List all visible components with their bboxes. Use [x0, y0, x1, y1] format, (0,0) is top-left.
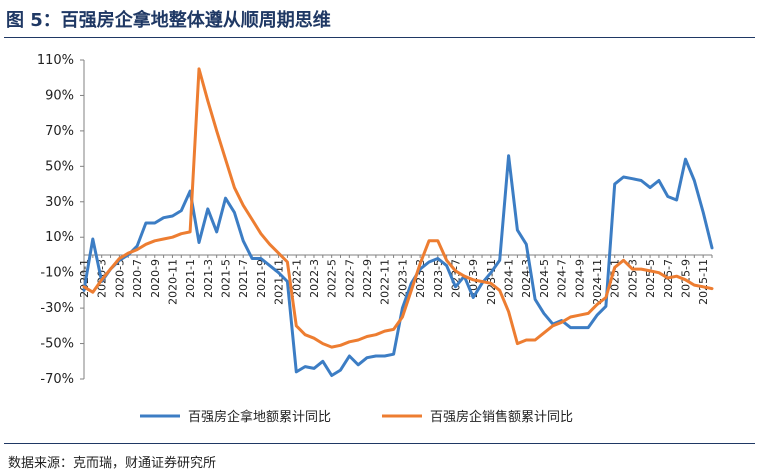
x-tick-label: 2025-1: [609, 259, 622, 298]
x-tick-label: 2022-1: [290, 259, 303, 298]
chart-series: [82, 67, 714, 377]
x-tick-label: 2021-5: [220, 259, 233, 298]
y-axis-ticks: -70% -50% -30% -10% 10% 30% 50% 70% 90% 110%: [37, 53, 84, 387]
x-tick-label: 2024-1: [503, 259, 516, 298]
x-tick-label: 2020-5: [113, 259, 126, 298]
series-line-sales: [82, 67, 714, 349]
x-tick-label: 2021-11: [273, 259, 286, 305]
x-tick-label: 2024-7: [556, 259, 569, 298]
footer-divider: [4, 443, 755, 444]
x-tick-label: 2022-11: [379, 259, 392, 305]
x-tick-label: 2020-9: [149, 259, 162, 298]
x-tick-label: 2022-7: [343, 259, 356, 298]
y-tick-label: 110%: [37, 53, 74, 68]
series-line-land-acquisition: [82, 154, 714, 377]
x-tick-label: 2022-3: [308, 259, 321, 298]
y-tick-label: 70%: [45, 124, 74, 139]
x-tick-label: 2020-7: [131, 259, 144, 298]
x-tick-label: 2021-3: [202, 259, 215, 298]
page-title: 图 5：百强房企拿地整体遵从顺周期思维: [6, 10, 331, 31]
y-tick-label: -70%: [40, 372, 74, 387]
y-tick-label: -10%: [40, 266, 74, 281]
x-tick-label: 2025-11: [697, 259, 710, 305]
x-tick-label: 2021-9: [255, 259, 268, 298]
y-tick-label: 90%: [45, 88, 74, 103]
x-tick-label: 2020-11: [166, 259, 179, 305]
y-tick-label: -30%: [40, 301, 74, 316]
legend-label: 百强房企销售额累计同比: [430, 409, 573, 425]
x-tick-label: 2023-5: [432, 259, 445, 298]
x-tick-label: 2024-11: [591, 259, 604, 305]
chart-axes: [83, 60, 712, 379]
y-tick-label: -50%: [40, 337, 74, 352]
title-divider: [4, 37, 755, 38]
x-tick-label: 2024-9: [573, 259, 586, 298]
x-tick-label: 2022-5: [326, 259, 339, 298]
x-tick-label: 2022-9: [361, 259, 374, 298]
y-tick-label: 30%: [45, 195, 74, 210]
x-tick-label: 2021-1: [184, 259, 197, 298]
chart-legend: 百强房企拿地额累计同比 百强房企销售额累计同比: [140, 409, 573, 425]
x-tick-label: 2021-7: [237, 259, 250, 298]
x-tick-label: 2025-5: [644, 259, 657, 298]
x-tick-label: 2023-1: [396, 259, 409, 298]
legend-label: 百强房企拿地额累计同比: [188, 409, 331, 425]
x-axis-ticks: 2020-1 2020-3 2020-5 2020-7 2020-9 2020-11 202…: [78, 254, 713, 305]
data-source-note: 数据来源：克而瑞，财通证券研究所: [8, 456, 217, 471]
y-tick-label: 10%: [45, 230, 74, 245]
x-tick-label: 2024-5: [538, 259, 551, 298]
y-tick-label: 50%: [45, 159, 74, 174]
